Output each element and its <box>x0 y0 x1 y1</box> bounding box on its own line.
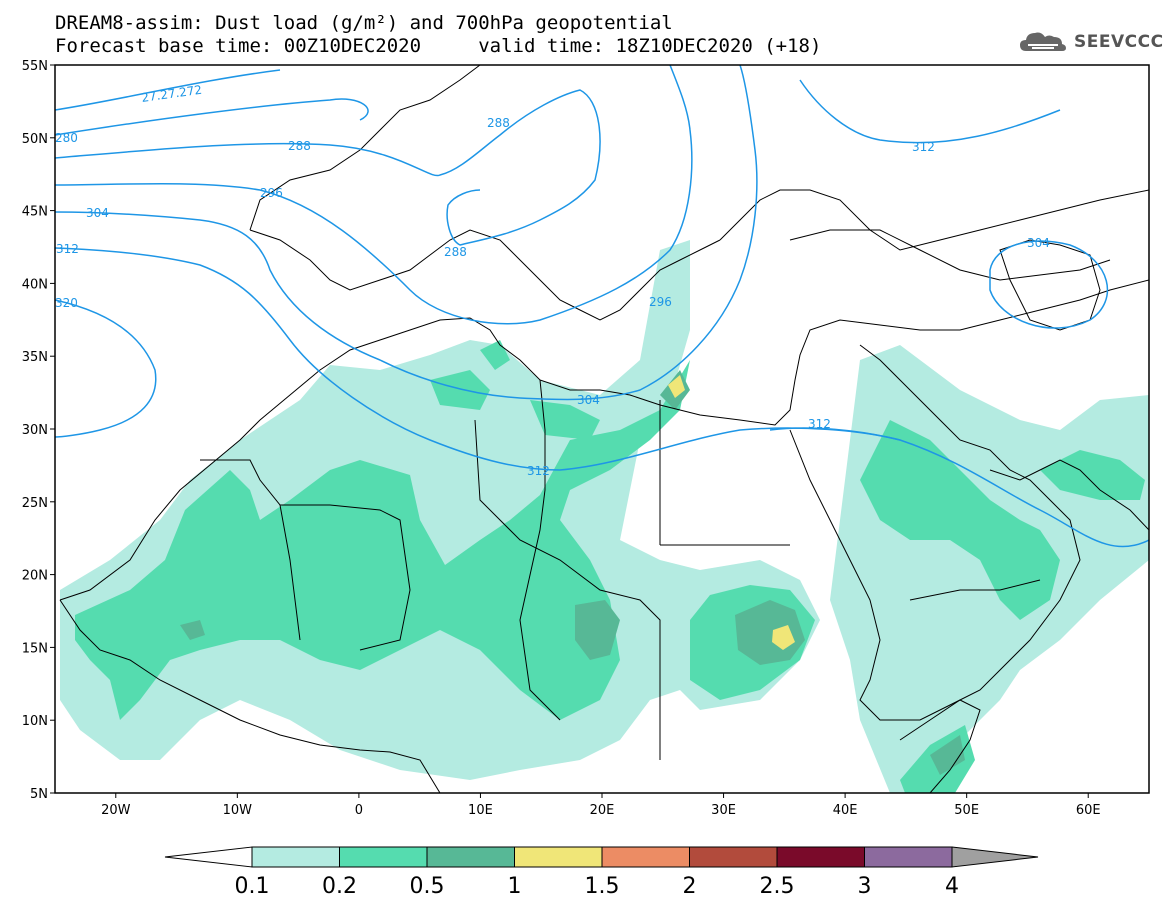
colorbar-swatch <box>426 846 515 868</box>
contour-labels: 27.27.272 280 288 296 304 312 320 288 28… <box>55 83 1050 478</box>
colorbar-level-label: 1 <box>508 874 522 899</box>
latitude-axis: 55N 50N 45N 40N 35N 30N 25N 20N 15N 10N 5N <box>22 59 55 802</box>
contour-label: 312 <box>808 417 831 431</box>
lon-tick-label: 0 <box>355 803 363 818</box>
lon-tick-label: 10E <box>468 803 493 818</box>
seevccc-logo: SEEVCCC <box>1018 27 1164 57</box>
contour-label: 288 <box>288 139 311 153</box>
colorbar-swatch <box>514 846 603 868</box>
colorbar-level-label: 0.1 <box>235 874 270 899</box>
lat-tick-label: 35N <box>22 350 48 365</box>
coastlines-and-borders <box>59 65 1149 793</box>
lat-tick-label: 5N <box>30 787 48 802</box>
contour-label: 280 <box>55 131 78 145</box>
lat-tick-label: 20N <box>22 569 48 584</box>
colorbar-level-label: 1.5 <box>585 874 620 899</box>
lon-tick-label: 20W <box>101 803 131 818</box>
contour-label: 27.27.272 <box>140 83 202 105</box>
contour-label: 288 <box>487 116 510 130</box>
logo-text: SEEVCCC <box>1074 32 1164 52</box>
colorbar-swatch <box>689 846 778 868</box>
contour-label: 312 <box>56 242 79 256</box>
lon-tick-label: 30E <box>711 803 736 818</box>
lat-tick-label: 45N <box>22 205 48 220</box>
lat-tick-label: 50N <box>22 132 48 147</box>
map-title: DREAM8-assim: Dust load (g/m²) and 700hP… <box>55 12 673 34</box>
lon-tick-label: 20E <box>590 803 615 818</box>
lon-tick-label: 40E <box>833 803 858 818</box>
contour-label: 312 <box>912 140 935 154</box>
lon-tick-label: 10W <box>223 803 253 818</box>
lat-tick-label: 25N <box>22 496 48 511</box>
cloud-logo-icon <box>1020 32 1066 51</box>
forecast-time-subtitle: Forecast base time: 00Z10DEC2020 valid t… <box>55 35 822 57</box>
colorbar-level-label: 0.5 <box>410 874 445 899</box>
lat-tick-label: 55N <box>22 59 48 74</box>
lat-tick-label: 15N <box>22 641 48 656</box>
colorbar-swatch <box>601 846 690 868</box>
contour-label: 304 <box>86 206 109 220</box>
longitude-axis: 20W 10W 0 10E 20E 30E 40E 50E 60E <box>101 793 1101 818</box>
contour-label: 320 <box>55 296 78 310</box>
colorbar-swatch <box>864 846 953 868</box>
contour-label: 312 <box>527 464 550 478</box>
contour-label: 288 <box>444 245 467 259</box>
colorbar-level-label: 0.2 <box>322 874 357 899</box>
colorbar-level-label: 3 <box>858 874 872 899</box>
contour-label: 304 <box>577 393 600 407</box>
lat-tick-label: 10N <box>22 714 48 729</box>
colorbar-swatch <box>776 846 865 868</box>
contour-label: 304 <box>1027 236 1050 250</box>
colorbar-lower-arrow <box>164 846 253 868</box>
dust-load-shading <box>60 240 1149 793</box>
colorbar-level-label: 4 <box>945 874 959 899</box>
contour-label: 296 <box>649 295 672 309</box>
colorbar: 0.1 0.2 0.5 1 1.5 2 2.5 3 4 <box>164 846 1039 899</box>
colorbar-level-label: 2 <box>683 874 697 899</box>
lat-tick-label: 30N <box>22 423 48 438</box>
colorbar-level-label: 2.5 <box>760 874 795 899</box>
lat-tick-label: 40N <box>22 277 48 292</box>
colorbar-swatch <box>251 846 340 868</box>
lon-tick-label: 50E <box>954 803 979 818</box>
lon-tick-label: 60E <box>1076 803 1101 818</box>
colorbar-swatch <box>339 846 428 868</box>
colorbar-upper-arrow <box>951 846 1039 868</box>
contour-label: 296 <box>260 186 283 200</box>
geopotential-contours <box>55 65 1149 548</box>
